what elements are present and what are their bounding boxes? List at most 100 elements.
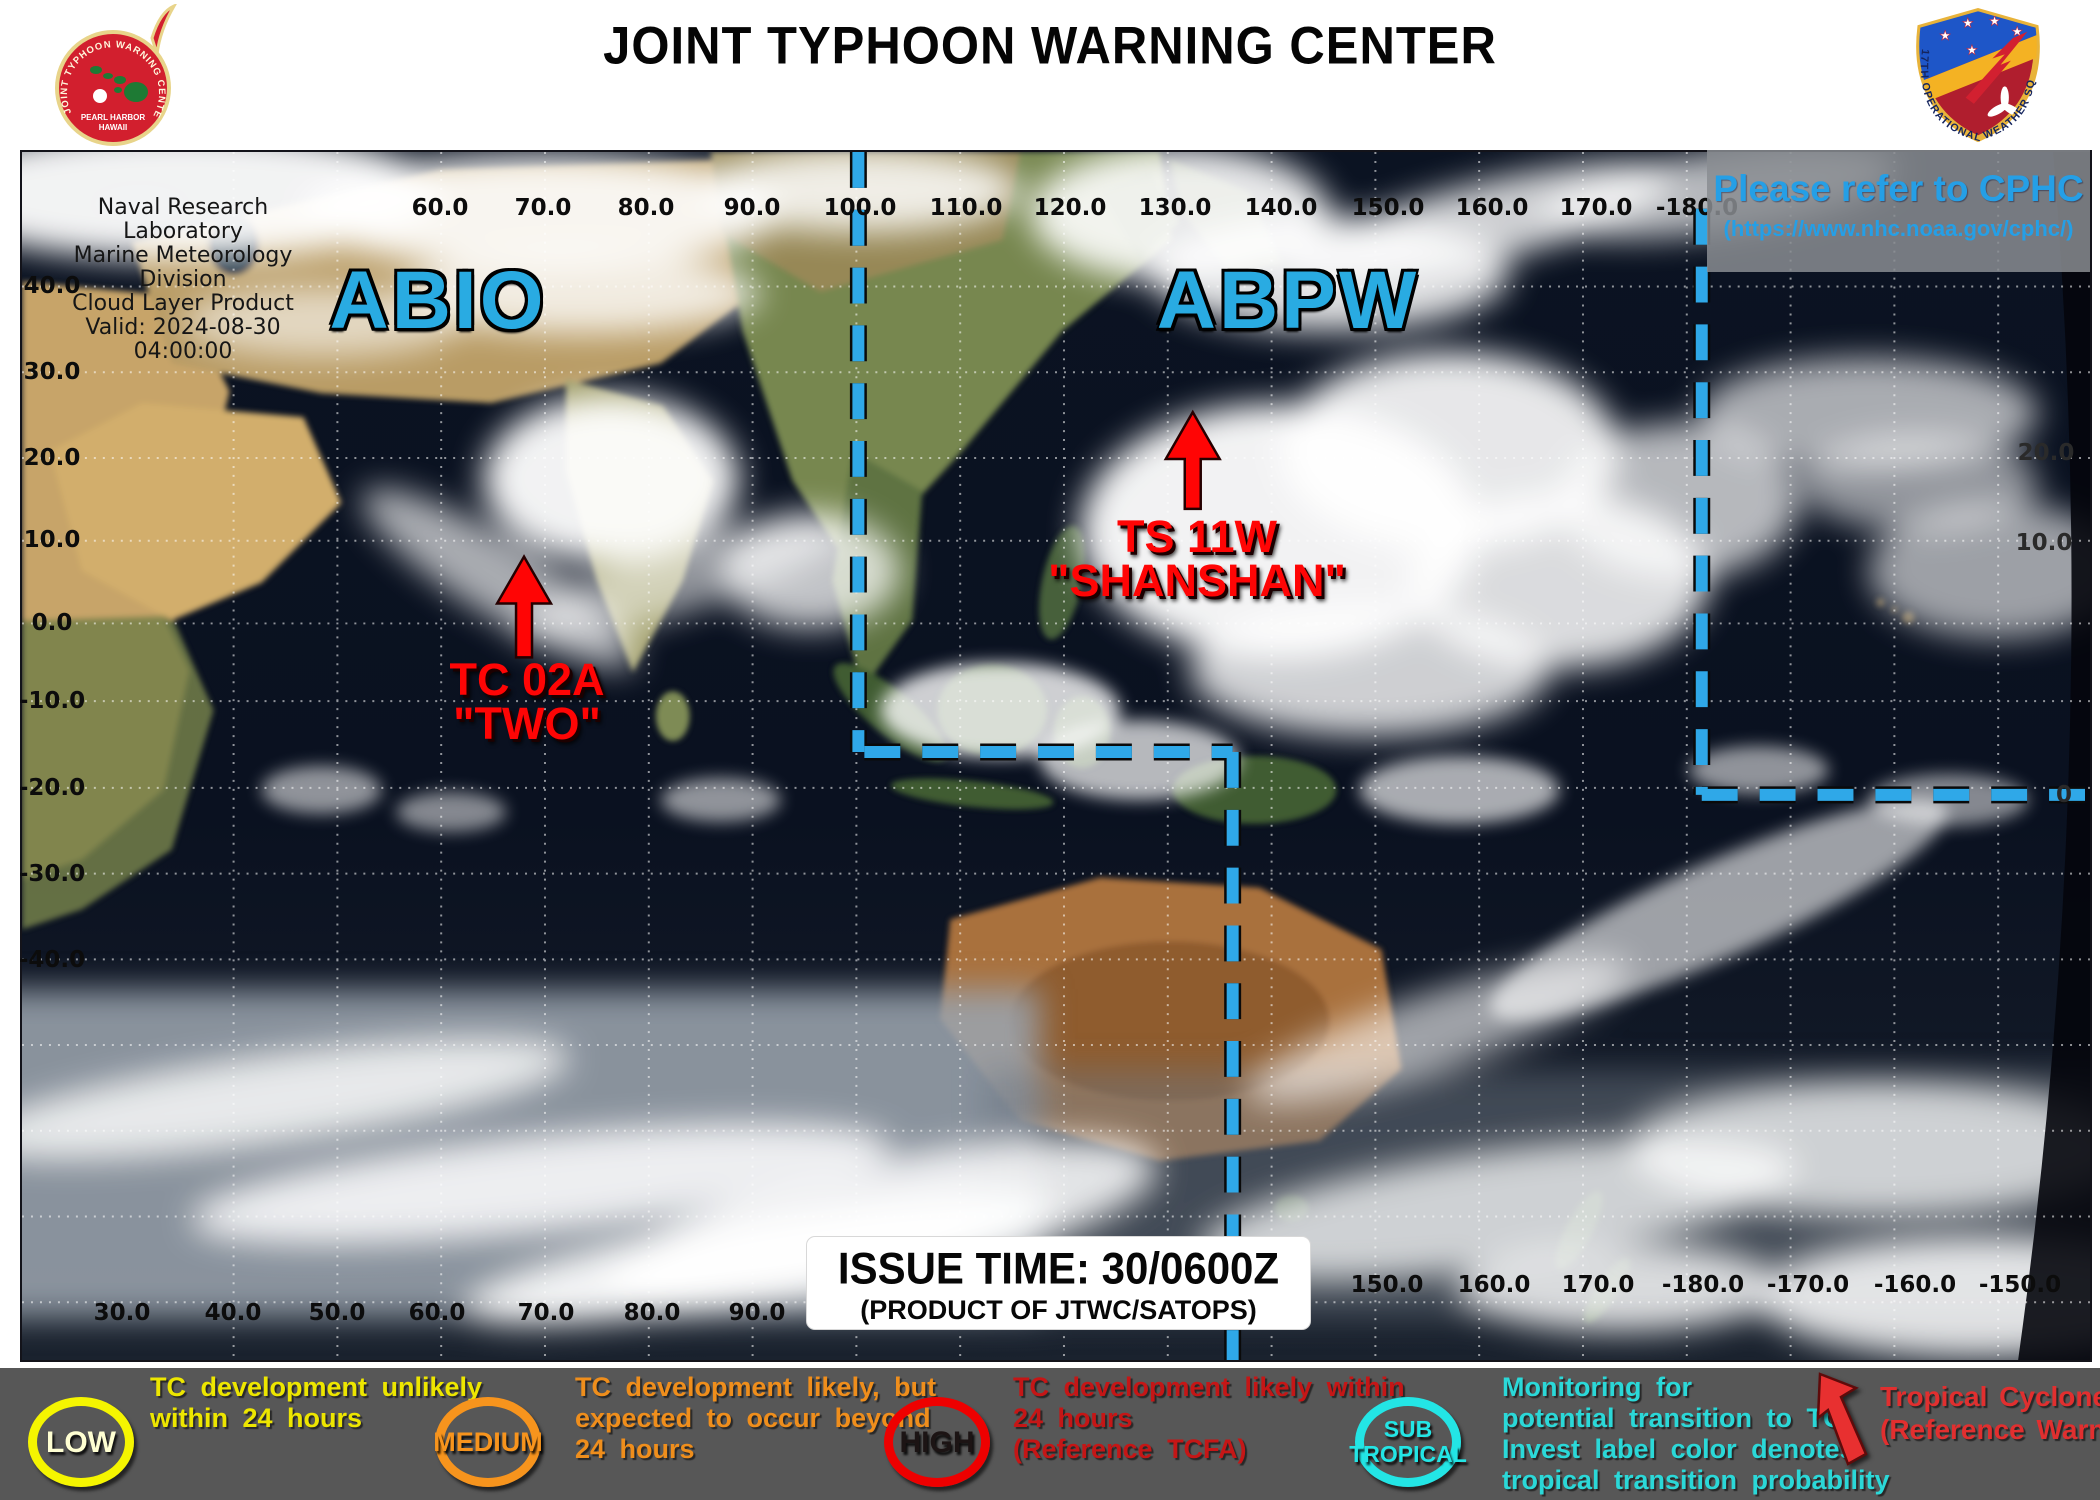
axis-tick-label: -180.0 <box>1661 1272 1745 1298</box>
tc-arrow-line: Tropical Cyclone <box>1880 1381 2100 1412</box>
storm-arrows <box>494 409 1222 659</box>
axis-tick-label: 0 <box>2055 782 2073 808</box>
nrl-credit-block: Naval Research Laboratory Marine Meteoro… <box>58 196 308 364</box>
axis-tick-label: 60.0 <box>411 195 469 221</box>
legend-desc-line: TC development likely within <box>1013 1372 1405 1402</box>
axis-tick-label: 80.0 <box>623 1300 681 1326</box>
credit-line: Marine Meteorology Division <box>73 243 293 292</box>
axis-tick-label: 150.0 <box>1351 195 1425 221</box>
axis-tick-label: 120.0 <box>1033 195 1107 221</box>
storm-arrow-ts11w <box>1163 409 1222 511</box>
axis-tick-label: -40.0 <box>18 947 86 973</box>
17ows-logo: ★★ ★ ★★ 17TH OPERATIONAL WEATHER SQ <box>1916 8 2040 144</box>
credit-line: Cloud Layer Product <box>72 291 294 316</box>
basin-label-abpw: ABPW <box>1156 255 1420 346</box>
issue-product: (PRODUCT OF JTWC/SATOPS) <box>860 1295 1257 1325</box>
legend-desc-line: potential transition to TC. <box>1502 1403 1850 1433</box>
axis-tick-label: 40.0 <box>23 273 81 299</box>
cphc-title: Please refer to CPHC <box>1713 168 2084 209</box>
axis-tick-label: -170.0 <box>1766 1272 1850 1298</box>
legend-desc-high: TC development likely within 24 hours (Ref… <box>1013 1372 1405 1465</box>
svg-text:★: ★ <box>1988 14 2000 29</box>
svg-text:★: ★ <box>2011 24 2023 39</box>
svg-text:★: ★ <box>1962 16 1974 31</box>
cloud-layer <box>22 152 2090 1358</box>
storm-name: "TWO" <box>453 698 601 749</box>
legend-desc-low: TC development unlikely within 24 hours <box>150 1372 482 1434</box>
legend-desc-line: expected to occur beyond <box>575 1403 931 1433</box>
axis-tick-label: 70.0 <box>517 1300 575 1326</box>
legend-badge-subtropical: SUB TROPICAL <box>1349 1416 1467 1467</box>
shield-gold-band <box>1919 29 2037 110</box>
logo-text-pearl-harbor: PEARL HARBOR <box>81 113 146 122</box>
stars: ★ ★ ★ ★ ★ <box>1939 13 2023 57</box>
legend-circle-low: LOW <box>28 1397 134 1487</box>
axis-tick-label: 30.0 <box>93 1300 151 1326</box>
axis-tick-label: 170.0 <box>1559 195 1633 221</box>
legend-desc-line: within 24 hours <box>150 1403 363 1433</box>
axis-tick-label: 130.0 <box>1138 195 1212 221</box>
axis-tick-label: -150.0 <box>1978 1272 2062 1298</box>
axis-tick-label: -30.0 <box>18 861 86 887</box>
legend-desc-medium: TC development likely, but expected to oc… <box>575 1372 936 1465</box>
legend-circle-high: HIGH <box>884 1397 990 1487</box>
legend-circle-medium: MEDIUM <box>433 1397 543 1487</box>
storm-name: "SHANSHAN" <box>1048 555 1346 606</box>
legend-badge-high: HIGH <box>899 1425 975 1459</box>
legend-desc-line: tropical transition probability <box>1502 1465 1890 1495</box>
svg-text:★: ★ <box>1966 42 1978 57</box>
cphc-notice-box: Please refer to CPHC (https://www.nhc.no… <box>1707 150 2090 272</box>
axis-tick-label: 0.0 <box>31 610 73 636</box>
axis-tick-label: 30.0 <box>23 359 81 385</box>
axis-tick-label: 140.0 <box>1244 195 1318 221</box>
jtwc-logo: JOINT TYPHOON WARNING CENTER PEARL HARBO… <box>48 4 177 146</box>
axis-tick-label: 150.0 <box>1350 1272 1424 1298</box>
shield-blue-field <box>1919 11 2037 88</box>
tropical-cyclone-reference-label: Tropical Cyclone (Reference Warning) <box>1880 1380 2100 1446</box>
credit-line: Naval Research Laboratory <box>97 195 269 244</box>
axis-tick-label: 80.0 <box>617 195 675 221</box>
legend-desc-line: Invest label color denotes <box>1502 1434 1855 1464</box>
axis-tick-label: 70.0 <box>514 195 572 221</box>
axis-tick-label: 40.0 <box>204 1300 262 1326</box>
logo-disc <box>55 30 171 146</box>
storm-id: TC 02A <box>449 654 605 705</box>
axis-tick-label: 170.0 <box>1561 1272 1635 1298</box>
axis-tick-label: 90.0 <box>723 195 781 221</box>
axis-tick-label: 10.0 <box>2015 530 2073 556</box>
legend-desc-subtropical: Monitoring for potential transition to TC… <box>1502 1372 1890 1496</box>
basin-boundary-lines <box>849 152 2090 1360</box>
axis-tick-label: 90.0 <box>728 1300 786 1326</box>
legend-desc-line: TC development unlikely <box>150 1372 483 1402</box>
graticule-grid <box>22 152 2090 1360</box>
axis-tick-label: 50.0 <box>308 1300 366 1326</box>
legend-badge-medium: MEDIUM <box>433 1426 543 1457</box>
issue-time-box: ISSUE TIME: 30/0600Z (PRODUCT OF JTWC/SA… <box>806 1236 1311 1330</box>
axis-tick-label: 100.0 <box>823 195 897 221</box>
legend-desc-line: (Reference TCFA) <box>1013 1434 1247 1464</box>
legend-bar <box>0 1368 2100 1500</box>
page-title: JOINT TYPHOON WARNING CENTER <box>603 16 1497 76</box>
storm-label-ts11w: TS 11W "SHANSHAN" <box>1048 514 1346 606</box>
axis-tick-label: 110.0 <box>929 195 1003 221</box>
axis-tick-label: 60.0 <box>408 1300 466 1326</box>
logo-tail <box>150 4 177 55</box>
legend-circle-subtropical: SUB TROPICAL <box>1349 1397 1467 1487</box>
axis-tick-label: 160.0 <box>1455 195 1529 221</box>
tropical-cyclone-arrow-icon <box>1816 1372 1868 1466</box>
cphc-url[interactable]: (https://www.nhc.noaa.gov/cphc/) <box>1723 216 2074 241</box>
issue-time: ISSUE TIME: 30/0600Z <box>837 1243 1280 1294</box>
axis-tick-label: 160.0 <box>1457 1272 1531 1298</box>
satellite-map <box>20 150 2092 1362</box>
logo-text-hawaii: HAWAII <box>99 123 127 132</box>
basin-label-abio: ABIO <box>329 255 547 346</box>
legend-desc-line: 24 hours <box>1013 1403 1133 1433</box>
credit-line: Valid: 2024-08-30 04:00:00 <box>85 315 281 364</box>
storm-arrow-tc02a <box>494 554 554 659</box>
earth-limb <box>2018 152 2090 1360</box>
storm-eye-dot <box>93 89 107 103</box>
axis-tick-label: -160.0 <box>1873 1272 1957 1298</box>
axis-tick-label: 20.0 <box>2017 440 2075 466</box>
storm-label-tc02a: TC 02A "TWO" <box>449 654 605 749</box>
axis-tick-label: -10.0 <box>18 688 86 714</box>
